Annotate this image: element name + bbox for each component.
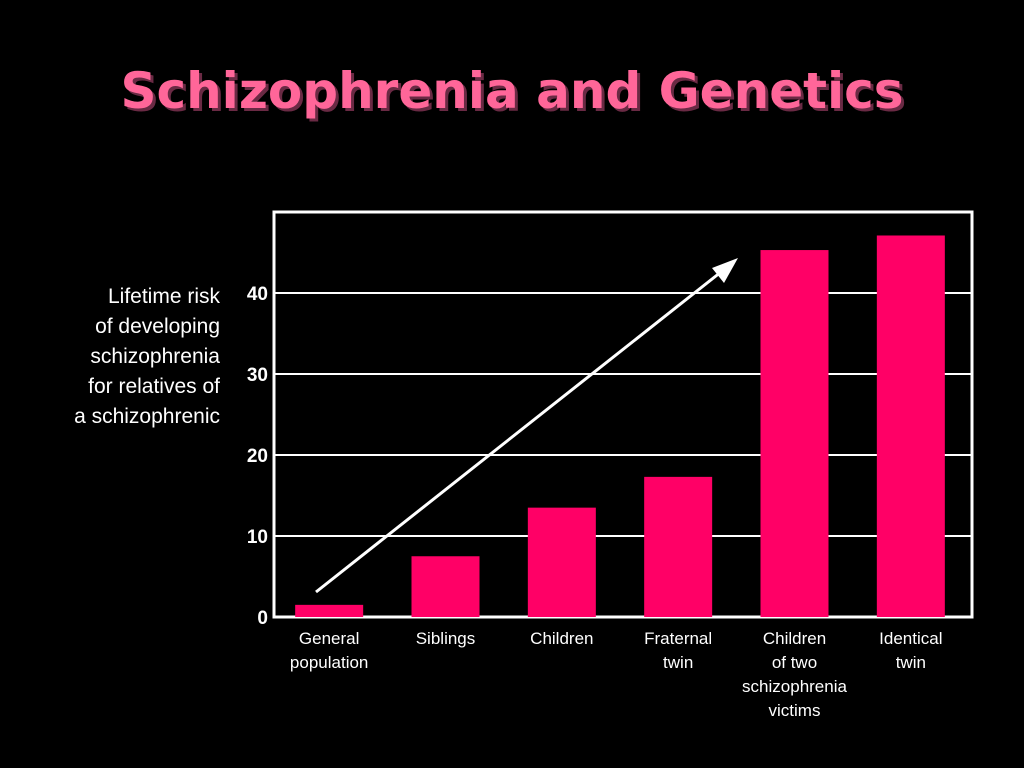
y-axis-label-line: Lifetime risk [107,285,220,308]
y-axis-label-line: for relatives of [88,375,220,398]
x-category-label: Fraternal twin [644,629,712,672]
x-category-label: Children of two schizophrenia victims [742,629,847,720]
y-tick-label: 40 [247,284,268,305]
x-category-label: Children [530,629,593,648]
x-category-label: General population [290,629,368,672]
x-category-label: Siblings [416,629,476,648]
trend-arrow-line [315,266,727,594]
y-axis-label-line: a schizophrenic [74,405,220,428]
bar [876,235,945,618]
y-axis-label-line: of developing [95,315,220,338]
bar [411,556,480,617]
trend-arrow-head-icon [712,258,738,283]
plot-frame [272,210,974,619]
bar [527,507,596,617]
y-tick-label: 0 [257,608,268,629]
y-tick-label: 30 [247,365,268,386]
bar [760,250,829,617]
y-axis-label-line: schizophrenia [90,345,220,368]
page-title: Schizophrenia and Genetics [120,62,904,120]
bar [295,604,364,617]
bar [644,476,713,617]
x-category-label: Identical twin [879,629,942,672]
y-tick-label: 20 [247,446,268,467]
y-tick-label: 10 [247,527,268,548]
y-axis-label: Lifetime risk of developing schizophreni… [10,282,220,432]
